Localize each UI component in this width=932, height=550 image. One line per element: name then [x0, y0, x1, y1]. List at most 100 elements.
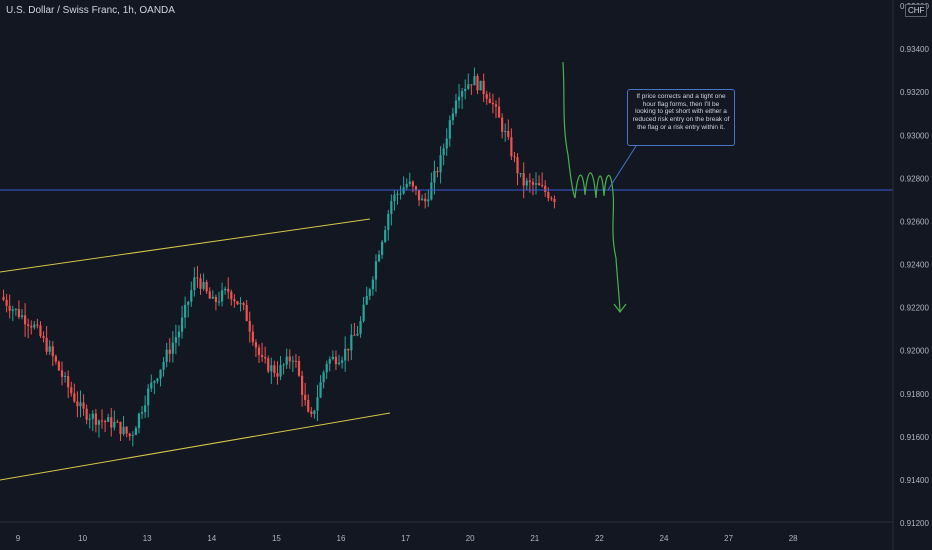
candle-body [125, 426, 128, 434]
candle-body [100, 420, 104, 422]
candle-body [325, 363, 328, 373]
candle-body [396, 194, 399, 196]
candle-body [119, 421, 122, 435]
channel-lower-trendline[interactable] [0, 412, 391, 481]
candle-body [322, 372, 325, 383]
candle-body [190, 290, 193, 302]
candle-body [476, 76, 479, 91]
candle-body [442, 148, 445, 156]
candle-body [248, 320, 251, 332]
candle-body [76, 401, 79, 407]
time-tick-label: 27 [724, 534, 733, 543]
projection-path[interactable] [562, 61, 621, 313]
candle-body [528, 180, 531, 183]
candle-body [485, 94, 488, 99]
candle-body [402, 187, 405, 194]
candle-body [168, 349, 171, 354]
candle-body [73, 393, 76, 402]
price-tick-label: 0.92400 [900, 261, 929, 270]
candle-body [448, 120, 451, 139]
candle-body [307, 399, 310, 412]
candle-body [399, 193, 402, 195]
price-tick-label: 0.91200 [900, 519, 929, 528]
candle-body [519, 173, 522, 175]
candle-body [91, 413, 94, 419]
candle-body [393, 194, 396, 202]
candle-body [334, 356, 338, 365]
candle-body [180, 317, 184, 332]
candle-body [128, 433, 131, 437]
candle-body [107, 417, 110, 422]
candle-body [516, 157, 519, 174]
candle-body [365, 295, 368, 305]
candle-body [344, 348, 347, 361]
candle-body [254, 342, 258, 348]
candle-body [196, 277, 199, 279]
candle-body [285, 356, 288, 365]
candle-body [205, 282, 208, 292]
candle-body [260, 354, 264, 358]
candle-body [445, 138, 448, 149]
candle-body [374, 261, 378, 280]
candle-body [297, 361, 301, 376]
channel-upper-trendline[interactable] [0, 218, 371, 273]
candle-body [116, 421, 119, 423]
annotation-callout[interactable]: If price corrects and a tight one hour f… [627, 89, 735, 146]
candle-body [534, 183, 538, 185]
candle-body [113, 421, 116, 428]
candle-body [17, 309, 21, 318]
candle-body [513, 156, 516, 158]
candle-body [33, 324, 36, 328]
candle-body [436, 170, 439, 173]
candle-body [159, 369, 162, 379]
candle-body [497, 106, 501, 118]
candle-body [23, 315, 27, 325]
candle-body [411, 181, 414, 187]
candle-body [144, 405, 147, 413]
candle-body [137, 413, 141, 429]
candle-body [421, 198, 424, 201]
candle-body [501, 117, 504, 132]
price-tick-label: 0.93400 [900, 45, 929, 54]
candle-body [236, 301, 239, 305]
time-tick-label: 13 [143, 534, 152, 543]
candle-body [51, 346, 54, 357]
candle-body [451, 113, 454, 121]
candle-body [5, 299, 8, 306]
candle-body [359, 320, 362, 334]
candle-body [430, 182, 433, 200]
candle-body [85, 408, 88, 420]
candle-body [42, 335, 45, 338]
candle-body [553, 199, 556, 203]
candle-body [417, 190, 421, 201]
candle-body [494, 104, 498, 107]
candle-body [110, 417, 113, 428]
candle-body [239, 303, 242, 305]
candle-body [371, 279, 374, 290]
candle-body [384, 230, 387, 242]
candle-body [30, 325, 33, 328]
time-axis: 9 10 13 14 15 16 17 20 21 22 24 27 28 [16, 534, 798, 543]
currency-badge[interactable]: CHF [905, 4, 928, 17]
price-tick-label: 0.92800 [900, 174, 929, 183]
candle-body [54, 356, 57, 362]
candle-body [134, 428, 137, 436]
candle-body [217, 301, 221, 303]
candle-body [488, 98, 491, 104]
candle-body [245, 305, 248, 321]
candle-body [70, 387, 73, 394]
candle-body [541, 185, 544, 187]
candle-body [104, 421, 107, 423]
candle-body [8, 305, 11, 311]
candle-body [202, 282, 205, 289]
candle-body [304, 394, 307, 400]
candle-body [362, 304, 365, 321]
callout-pointer [607, 145, 637, 191]
candle-body [242, 303, 245, 306]
candle-body [14, 309, 17, 311]
time-tick-label: 10 [78, 534, 87, 543]
candle-body [510, 137, 513, 157]
candle-body [525, 180, 528, 186]
candle-body [337, 362, 341, 365]
